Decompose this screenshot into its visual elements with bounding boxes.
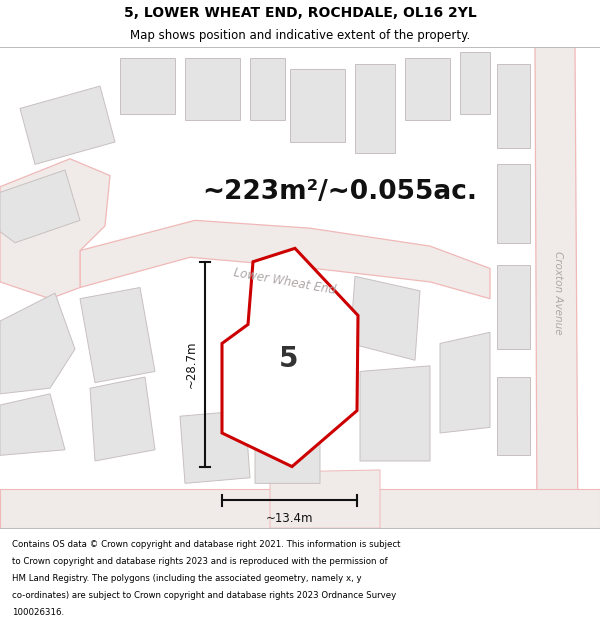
Text: 5: 5 bbox=[279, 346, 299, 373]
Polygon shape bbox=[355, 64, 395, 153]
Polygon shape bbox=[180, 411, 250, 483]
Polygon shape bbox=[0, 394, 65, 456]
Text: HM Land Registry. The polygons (including the associated geometry, namely x, y: HM Land Registry. The polygons (includin… bbox=[12, 574, 362, 582]
Text: ~223m²/~0.055ac.: ~223m²/~0.055ac. bbox=[203, 179, 478, 206]
Text: ~28.7m: ~28.7m bbox=[185, 341, 197, 388]
Polygon shape bbox=[80, 221, 490, 299]
Polygon shape bbox=[535, 47, 578, 528]
Text: 100026316.: 100026316. bbox=[12, 608, 64, 616]
Polygon shape bbox=[497, 64, 530, 148]
Polygon shape bbox=[405, 58, 450, 119]
Polygon shape bbox=[497, 377, 530, 456]
Polygon shape bbox=[250, 58, 285, 119]
Text: Lower Wheat End: Lower Wheat End bbox=[233, 266, 337, 298]
Polygon shape bbox=[360, 366, 430, 461]
Polygon shape bbox=[290, 69, 345, 142]
Polygon shape bbox=[0, 489, 600, 528]
Polygon shape bbox=[350, 276, 420, 360]
Polygon shape bbox=[460, 52, 490, 114]
Polygon shape bbox=[440, 332, 490, 433]
Polygon shape bbox=[255, 402, 320, 483]
Polygon shape bbox=[90, 377, 155, 461]
Text: ~13.4m: ~13.4m bbox=[266, 511, 313, 524]
Polygon shape bbox=[270, 470, 380, 528]
Text: co-ordinates) are subject to Crown copyright and database rights 2023 Ordnance S: co-ordinates) are subject to Crown copyr… bbox=[12, 591, 396, 599]
Polygon shape bbox=[0, 170, 80, 242]
Polygon shape bbox=[222, 248, 358, 467]
Text: 5, LOWER WHEAT END, ROCHDALE, OL16 2YL: 5, LOWER WHEAT END, ROCHDALE, OL16 2YL bbox=[124, 6, 476, 20]
Text: to Crown copyright and database rights 2023 and is reproduced with the permissio: to Crown copyright and database rights 2… bbox=[12, 557, 388, 566]
Polygon shape bbox=[497, 164, 530, 242]
Polygon shape bbox=[80, 288, 155, 382]
Polygon shape bbox=[497, 265, 530, 349]
Text: Map shows position and indicative extent of the property.: Map shows position and indicative extent… bbox=[130, 29, 470, 42]
Text: Contains OS data © Crown copyright and database right 2021. This information is : Contains OS data © Crown copyright and d… bbox=[12, 540, 401, 549]
Polygon shape bbox=[185, 58, 240, 119]
Polygon shape bbox=[120, 58, 175, 114]
Text: Croxton Avenue: Croxton Avenue bbox=[553, 251, 563, 335]
Polygon shape bbox=[20, 86, 115, 164]
Polygon shape bbox=[0, 159, 110, 299]
Polygon shape bbox=[0, 293, 75, 394]
